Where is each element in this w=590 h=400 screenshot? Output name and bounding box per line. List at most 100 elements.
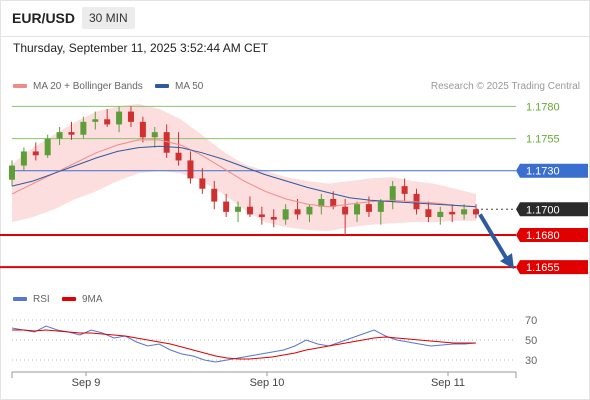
candle-body bbox=[68, 132, 75, 135]
candle-up bbox=[377, 199, 384, 225]
level-label-1.1655: 1.1655 bbox=[516, 260, 588, 275]
candle-down bbox=[127, 106, 134, 127]
candle-body bbox=[223, 201, 230, 212]
rsi-ma-line bbox=[12, 329, 476, 360]
candle-down bbox=[104, 109, 111, 127]
candle-down bbox=[187, 151, 194, 184]
candle-body bbox=[175, 152, 182, 161]
level-text: 1.1700 bbox=[526, 204, 560, 216]
level-label-1.1755: 1.1755 bbox=[526, 134, 560, 146]
level-tag bbox=[516, 163, 588, 178]
research-credit: Research © 2025 Trading Central bbox=[430, 81, 580, 92]
ma50-legend-label: MA 50 bbox=[175, 81, 204, 92]
rsi-ma-legend-swatch bbox=[62, 297, 76, 301]
candle-down bbox=[175, 132, 182, 166]
candle-up bbox=[92, 111, 99, 130]
candle-body bbox=[437, 211, 444, 217]
candle-down bbox=[258, 206, 265, 225]
candle-up bbox=[44, 134, 51, 158]
rsi-tick-label: 70 bbox=[525, 315, 537, 327]
candle-up bbox=[235, 201, 242, 223]
level-label-1.1780: 1.1780 bbox=[526, 101, 560, 113]
timestamp: Thursday, September 11, 2025 3:52:44 AM … bbox=[13, 41, 269, 55]
candle-body bbox=[389, 186, 396, 202]
candle-body bbox=[473, 209, 479, 215]
forecast-arrow-head bbox=[500, 253, 514, 270]
candle-body bbox=[365, 204, 372, 212]
candle-body bbox=[9, 165, 15, 180]
candle-body bbox=[342, 206, 349, 215]
candle-body bbox=[151, 132, 158, 138]
candle-up bbox=[56, 127, 63, 145]
candle-down bbox=[32, 142, 39, 161]
candle-body bbox=[282, 209, 289, 220]
level-text: 1.1730 bbox=[526, 166, 560, 178]
candle-body bbox=[92, 119, 99, 122]
ma50-legend-swatch bbox=[155, 84, 169, 88]
level-text: 1.1655 bbox=[526, 262, 560, 274]
candle-body bbox=[116, 111, 123, 125]
x-tick-label: Sep 10 bbox=[250, 377, 285, 389]
candle-body bbox=[270, 217, 277, 220]
candle-body bbox=[258, 214, 265, 217]
candle-body bbox=[104, 119, 111, 125]
level-label-1.1700: 1.1700 bbox=[516, 202, 588, 217]
chart-header: EUR/USD 30 MIN bbox=[0, 0, 590, 37]
level-text: 1.1780 bbox=[526, 101, 560, 113]
ma20-line bbox=[11, 139, 477, 208]
candle-up bbox=[282, 204, 289, 225]
candle-body bbox=[56, 132, 63, 139]
candle-down bbox=[139, 116, 146, 143]
ma20-legend-swatch bbox=[13, 84, 27, 88]
candle-down bbox=[68, 121, 75, 140]
x-tick-label: Sep 9 bbox=[72, 377, 101, 389]
candle-up bbox=[20, 147, 27, 171]
rsi-legend-swatch bbox=[13, 297, 27, 301]
level-text: 1.1680 bbox=[526, 230, 560, 242]
rsi-legend-label: RSI bbox=[33, 294, 50, 305]
candle-down bbox=[449, 204, 456, 223]
candle-down bbox=[199, 168, 206, 194]
level-tag bbox=[516, 202, 588, 217]
candle-down bbox=[246, 196, 253, 217]
rsi-tick-label: 50 bbox=[525, 335, 537, 347]
candle-body bbox=[80, 121, 87, 135]
candle-body bbox=[425, 209, 432, 217]
candle-up bbox=[116, 106, 123, 133]
candle-body bbox=[461, 209, 468, 215]
candle-body bbox=[163, 132, 170, 153]
timeframe-selector[interactable]: 30 MIN bbox=[82, 7, 135, 29]
candle-body bbox=[20, 151, 27, 166]
ma20-legend-label: MA 20 + Bollinger Bands bbox=[33, 81, 143, 92]
candle-body bbox=[199, 178, 206, 189]
candle-up bbox=[9, 160, 15, 187]
candle-body bbox=[246, 206, 253, 215]
candle-body bbox=[449, 211, 456, 215]
level-tag bbox=[516, 228, 588, 242]
candle-body bbox=[330, 199, 337, 207]
candle-body bbox=[187, 160, 194, 179]
candle-up bbox=[437, 206, 444, 225]
forecast-arrow-shaft bbox=[478, 213, 510, 263]
candle-body bbox=[44, 138, 51, 156]
symbol-label: EUR/USD bbox=[12, 10, 76, 26]
candle-up bbox=[80, 116, 87, 139]
candle-body bbox=[401, 186, 408, 194]
candle-body bbox=[127, 111, 134, 122]
candle-down bbox=[211, 181, 218, 210]
candle-down bbox=[425, 201, 432, 223]
candle-down bbox=[223, 193, 230, 217]
candle-body bbox=[318, 199, 325, 207]
candle-up bbox=[151, 127, 158, 148]
candle-up bbox=[389, 181, 396, 210]
candle-up bbox=[306, 204, 313, 223]
rsi-line bbox=[11, 325, 477, 363]
candle-body bbox=[235, 206, 242, 212]
candle-body bbox=[306, 206, 313, 215]
level-text: 1.1755 bbox=[526, 134, 560, 146]
candle-down bbox=[294, 199, 301, 220]
candle-body bbox=[32, 151, 39, 156]
candle-body bbox=[139, 121, 146, 138]
rsi-ma-legend-label: 9MA bbox=[82, 294, 103, 305]
